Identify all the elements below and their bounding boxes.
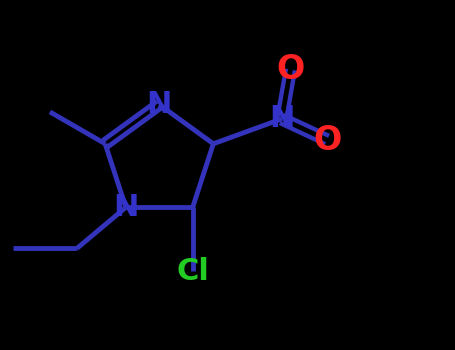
Text: Cl: Cl — [176, 257, 209, 286]
Text: O: O — [276, 53, 304, 86]
Text: O: O — [313, 124, 341, 156]
Text: N: N — [269, 104, 294, 133]
Text: N: N — [113, 193, 138, 222]
Text: N: N — [147, 90, 172, 119]
